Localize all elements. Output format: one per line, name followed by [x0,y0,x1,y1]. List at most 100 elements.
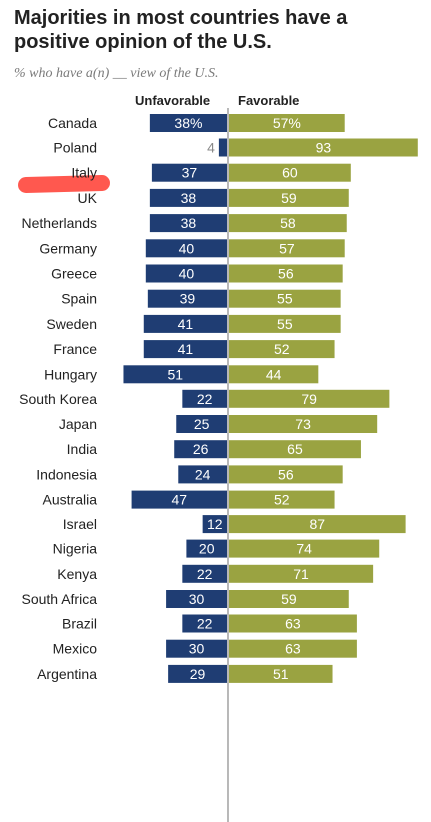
unfavorable-value-label: 25 [194,416,210,432]
favorable-bar [229,614,357,633]
unfavorable-value-label: 4 [207,140,215,156]
chart-title: Majorities in most countries have a posi… [14,7,348,53]
favorable-bar [229,590,349,608]
unfavorable-value-label: 22 [197,391,213,407]
favorable-value-label: 63 [285,616,301,632]
favorable-value-label: 57 [279,240,295,256]
country-label: South Africa [22,591,98,607]
unfavorable-bar [182,614,227,633]
favorable-bar [229,138,418,157]
favorable-value-label: 79 [301,391,317,407]
country-label: Canada [48,115,97,131]
favorable-bar [229,365,319,384]
country-label: Netherlands [22,215,98,231]
unfavorable-value-label: 38 [181,190,197,206]
country-label: Italy [71,165,97,181]
chart-subtitle: % who have a(n) __ view of the U.S. [14,66,219,81]
favorable-value-label: 58 [280,215,296,231]
unfavorable-bar [176,415,227,433]
unfavorable-bar [147,289,227,308]
favorable-bar [229,440,361,459]
favorable-value-label: 60 [282,165,298,181]
favorable-value-label: 74 [296,541,312,557]
favorable-bar [229,214,347,233]
legend-unfavorable: Unfavorable [135,93,211,108]
country-label: France [53,341,97,357]
favorable-bar [229,490,335,509]
favorable-bar [229,539,380,558]
favorable-value-label: 56 [278,466,294,482]
favorable-bar [229,564,374,583]
favorable-value-label: 71 [293,566,309,582]
favorable-value-label: 59 [281,190,297,206]
favorable-value-label: 52 [274,492,290,508]
favorable-value-label: 55 [277,291,293,307]
country-label: Indonesia [36,466,97,482]
unfavorable-value-label: 37 [182,165,198,181]
favorable-bar [229,389,390,408]
unfavorable-bar [178,465,227,484]
favorable-bar [229,163,351,182]
country-label: Mexico [53,641,98,657]
country-label: Nigeria [53,541,98,557]
favorable-bar [229,664,333,683]
unfavorable-bar [145,264,227,283]
unfavorable-value-label: 41 [178,316,194,332]
unfavorable-bar [186,539,227,558]
country-label: Israel [63,516,97,532]
favorable-bar [229,340,335,359]
unfavorable-bar [143,340,227,359]
unfavorable-bar [202,515,227,534]
unfavorable-bar [123,365,227,384]
favorable-value-label: 56 [278,266,294,282]
unfavorable-bar [149,214,227,233]
unfavorable-value-label: 39 [180,291,196,307]
favorable-value-label: 73 [295,416,311,432]
country-label: South Korea [19,391,97,407]
favorable-bar [229,289,341,308]
favorable-value-label: 65 [287,441,303,457]
favorable-value-label: 93 [316,140,332,156]
unfavorable-bar [182,389,227,408]
favorable-bar [229,114,345,132]
favorable-value-label: 87 [310,516,326,532]
country-label: Argentina [37,666,97,682]
unfavorable-bar [151,163,227,182]
unfavorable-bar [145,239,227,258]
country-label: India [67,441,98,457]
unfavorable-value-label: 40 [179,266,195,282]
favorable-bar [229,465,343,484]
unfavorable-value-label: 30 [189,591,205,607]
unfavorable-value-label: 30 [189,641,205,657]
country-label: Australia [43,492,98,508]
favorable-value-label: 52 [274,341,290,357]
unfavorable-value-label: 24 [195,466,211,482]
country-label: Germany [39,240,97,256]
unfavorable-bar [149,114,227,132]
unfavorable-value-label: 12 [207,516,223,532]
unfavorable-value-label: 29 [190,666,206,682]
country-label: Brazil [62,616,97,632]
favorable-value-label: 63 [285,641,301,657]
favorable-value-label: 59 [281,591,297,607]
unfavorable-value-label: 22 [197,566,213,582]
legend-favorable: Favorable [238,93,300,108]
unfavorable-bar [166,639,227,658]
favorable-bar [229,415,378,433]
country-label: Japan [59,416,97,432]
unfavorable-value-label: 47 [172,492,188,508]
unfavorable-value-label: 41 [178,341,194,357]
unfavorable-bar [182,564,227,583]
unfavorable-value-label: 22 [197,616,213,632]
country-label: Greece [51,266,97,282]
favorable-bar [229,188,349,207]
favorable-bar [229,639,357,658]
country-label: UK [78,190,98,206]
unfavorable-bar [174,440,227,459]
unfavorable-value-label: 38% [174,115,202,131]
unfavorable-value-label: 26 [193,441,209,457]
unfavorable-bar [166,590,227,608]
unfavorable-value-label: 38 [181,215,197,231]
favorable-bar [229,264,343,283]
